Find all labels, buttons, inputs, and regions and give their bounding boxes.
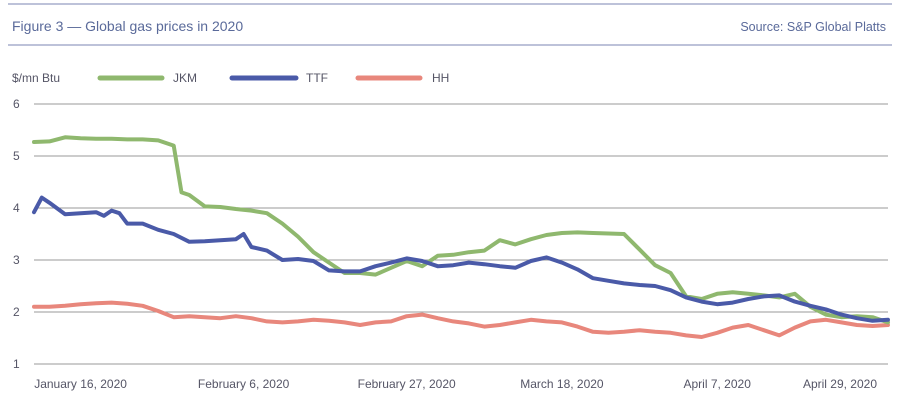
legend: JKM TTF HH bbox=[97, 71, 449, 85]
x-tick-label: February 27, 2020 bbox=[358, 377, 456, 391]
legend-label-ttf: TTF bbox=[306, 71, 328, 85]
legend-label-hh: HH bbox=[432, 71, 449, 85]
x-tick-label: April 7, 2020 bbox=[684, 377, 752, 391]
y-tick-label: 3 bbox=[13, 253, 20, 267]
y-tick-label: 4 bbox=[13, 201, 20, 215]
y-axis-ticks: 1 2 3 4 5 6 bbox=[13, 97, 20, 371]
legend-label-jkm: JKM bbox=[173, 71, 197, 85]
legend-item-jkm: JKM bbox=[97, 71, 197, 85]
series-line-ttf bbox=[32, 195, 890, 323]
series-line-hh bbox=[32, 300, 890, 339]
legend-item-ttf: TTF bbox=[229, 71, 328, 85]
figure-title: Figure 3 — Global gas prices in 2020 bbox=[12, 18, 243, 34]
x-tick-label: January 16, 2020 bbox=[34, 377, 127, 391]
source-note: Source: S&P Global Platts bbox=[740, 20, 886, 34]
series-lines bbox=[32, 135, 890, 339]
legend-item-hh: HH bbox=[355, 71, 449, 85]
y-tick-label: 1 bbox=[13, 357, 20, 371]
y-tick-label: 6 bbox=[13, 97, 20, 111]
y-axis-label: $/mn Btu bbox=[12, 71, 60, 85]
y-tick-label: 5 bbox=[13, 149, 20, 163]
x-tick-label: April 29, 2020 bbox=[803, 377, 877, 391]
y-tick-label: 2 bbox=[13, 305, 20, 319]
x-axis-ticks: January 16, 2020 February 6, 2020 February… bbox=[34, 377, 877, 391]
series-line-jkm bbox=[32, 135, 890, 325]
x-tick-label: March 18, 2020 bbox=[520, 377, 604, 391]
x-tick-label: February 6, 2020 bbox=[198, 377, 290, 391]
